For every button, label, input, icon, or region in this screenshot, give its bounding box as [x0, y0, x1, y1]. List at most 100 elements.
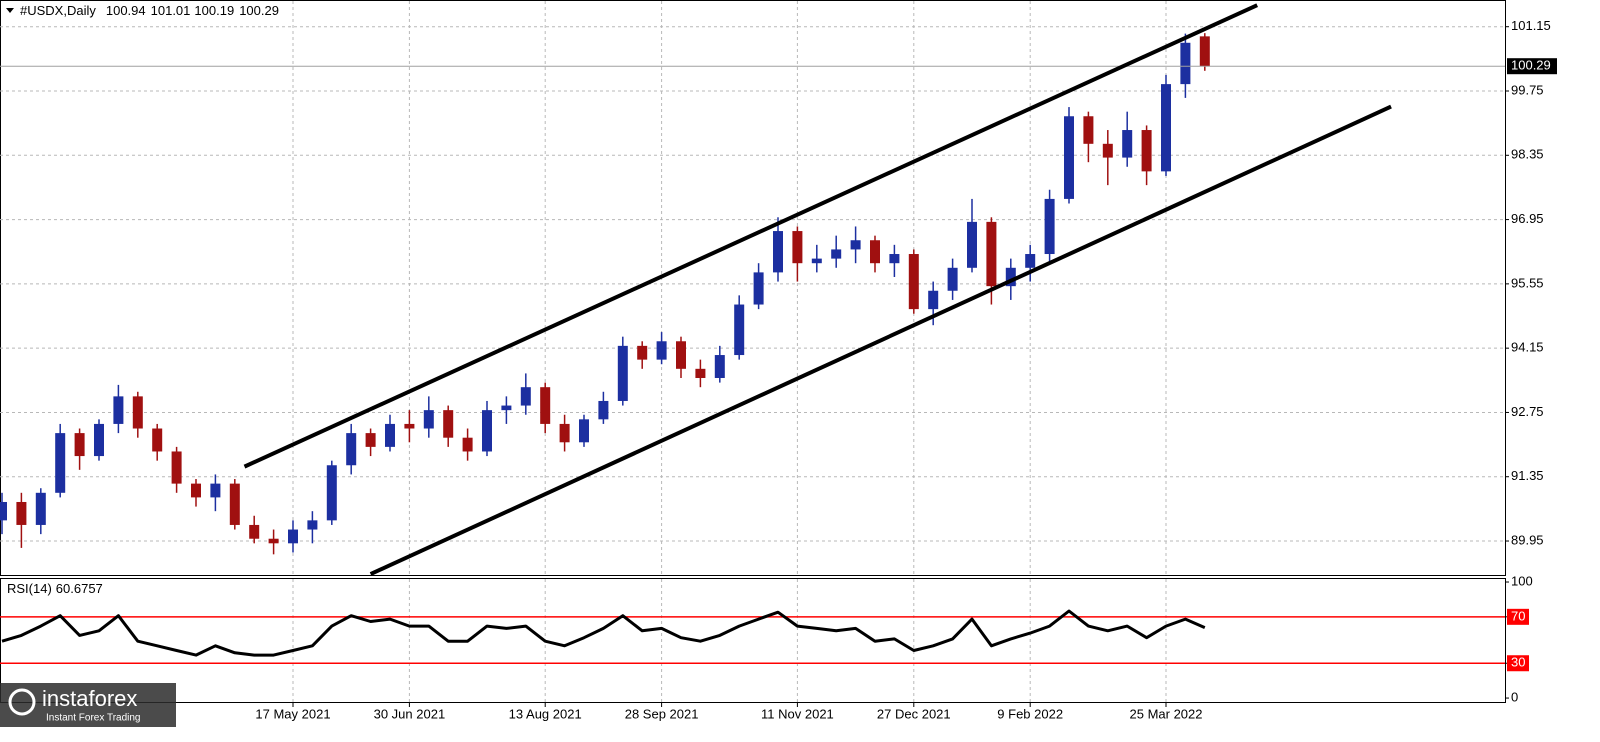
- candle-body: [889, 254, 900, 264]
- y-tick-label: 30: [1511, 655, 1525, 670]
- rsi-line: [1, 609, 1206, 657]
- candle-body: [462, 437, 473, 452]
- candle-body: [559, 423, 570, 443]
- candle-body: [288, 529, 298, 544]
- candle-body: [249, 524, 260, 539]
- x-tick-label: 17 May 2021: [255, 706, 330, 721]
- candle-body: [404, 423, 415, 429]
- candle-body: [637, 345, 648, 360]
- candle-body: [1044, 198, 1055, 255]
- y-tick-label: 92.75: [1511, 404, 1544, 419]
- candle-body: [191, 483, 201, 498]
- level-label-box: [1507, 608, 1529, 625]
- y-tick-label: 95.55: [1511, 275, 1544, 290]
- candle-body: [113, 396, 124, 424]
- candle-body: [598, 400, 609, 420]
- candle-body: [501, 405, 512, 411]
- x-tick-label: 30 Jun 2021: [374, 706, 446, 721]
- candle-body: [1141, 130, 1152, 172]
- candle-body: [734, 304, 745, 356]
- candle-body: [74, 433, 85, 457]
- candle-body: [870, 240, 880, 264]
- rsi-header: RSI(14) 60.6757: [7, 581, 103, 596]
- candle-body: [676, 341, 686, 369]
- candle-body: [210, 483, 221, 498]
- last-price-label: 100.29: [1511, 58, 1551, 73]
- candle-body: [346, 433, 357, 466]
- candle-body: [385, 423, 395, 447]
- y-tick-label: 99.75: [1511, 82, 1544, 97]
- candle-body: [1025, 254, 1036, 268]
- candle-body: [1122, 130, 1133, 158]
- candle-body: [482, 410, 492, 452]
- chart-header: #USDX,Daily 100.94 101.01 100.19 100.29: [20, 3, 279, 18]
- y-tick-label: 91.35: [1511, 468, 1544, 483]
- main-panel: [0, 0, 1506, 576]
- candle-body: [967, 221, 977, 268]
- symbol: #USDX,Daily: [20, 3, 96, 18]
- candle-body: [423, 410, 434, 429]
- candle-body: [16, 501, 27, 525]
- candle-body: [617, 345, 628, 401]
- candle-body: [1199, 36, 1210, 67]
- y-tick-label: 70: [1511, 608, 1525, 623]
- y-tick-label: 96.95: [1511, 211, 1544, 226]
- candle-body: [326, 465, 337, 521]
- candle-body: [55, 433, 66, 493]
- candle-body: [850, 240, 861, 250]
- candle-body: [1180, 42, 1191, 85]
- x-tick-label: 13 Aug 2021: [509, 706, 582, 721]
- high: 101.01: [151, 3, 191, 18]
- candle-body: [1064, 116, 1074, 199]
- logo-tagline: Instant Forex Trading: [46, 713, 141, 724]
- candle-body: [753, 272, 764, 305]
- y-tick-label: 94.15: [1511, 340, 1544, 355]
- rsi-name: RSI(14): [7, 581, 52, 596]
- low: 100.19: [194, 3, 234, 18]
- candle-body: [152, 428, 163, 452]
- logo-icon: [8, 688, 36, 716]
- logo-name: instaforex: [42, 686, 137, 711]
- x-tick-label: 28 Sep 2021: [625, 706, 699, 721]
- candle-body: [1005, 267, 1016, 287]
- y-tick-label: 89.95: [1511, 532, 1544, 547]
- close: 100.29: [239, 3, 279, 18]
- candle-body: [947, 267, 958, 291]
- candle-body: [656, 341, 667, 360]
- trendline: [243, 3, 1259, 469]
- candle-body: [0, 501, 7, 521]
- rsi-value: 60.6757: [56, 581, 103, 596]
- candle-body: [35, 492, 46, 525]
- candle-body: [94, 423, 104, 457]
- candle-body: [520, 387, 531, 406]
- rsi-panel: [0, 578, 1506, 703]
- last-price-box: [1507, 58, 1557, 75]
- logo: instaforex Instant Forex Trading: [0, 683, 176, 727]
- x-tick-label: 27 Dec 2021: [877, 706, 951, 721]
- y-tick-label: 100: [1511, 573, 1533, 588]
- candle-body: [714, 355, 725, 379]
- y-tick-label: 101.15: [1511, 18, 1551, 33]
- candle-body: [792, 231, 803, 264]
- candle-body: [811, 258, 822, 264]
- candle-body: [229, 483, 240, 525]
- candle-body: [171, 451, 182, 484]
- candle-body: [1102, 143, 1113, 158]
- candle-body: [443, 410, 454, 438]
- level-label-box: [1507, 655, 1529, 672]
- y-tick-label: 98.35: [1511, 147, 1544, 162]
- y-tick-label: 0: [1511, 689, 1518, 704]
- x-tick-label: 25 Mar 2022: [1130, 706, 1203, 721]
- x-tick-label: 11 Nov 2021: [761, 706, 834, 721]
- trendline: [369, 104, 1392, 576]
- candle-body: [986, 221, 997, 287]
- candle-body: [1161, 84, 1171, 172]
- open: 100.94: [106, 3, 146, 18]
- candle-body: [695, 368, 706, 379]
- candle-body: [307, 520, 318, 530]
- candle-body: [928, 290, 939, 310]
- candle-body: [365, 433, 376, 447]
- menu-arrow[interactable]: [6, 8, 14, 13]
- logo-box: [0, 683, 176, 727]
